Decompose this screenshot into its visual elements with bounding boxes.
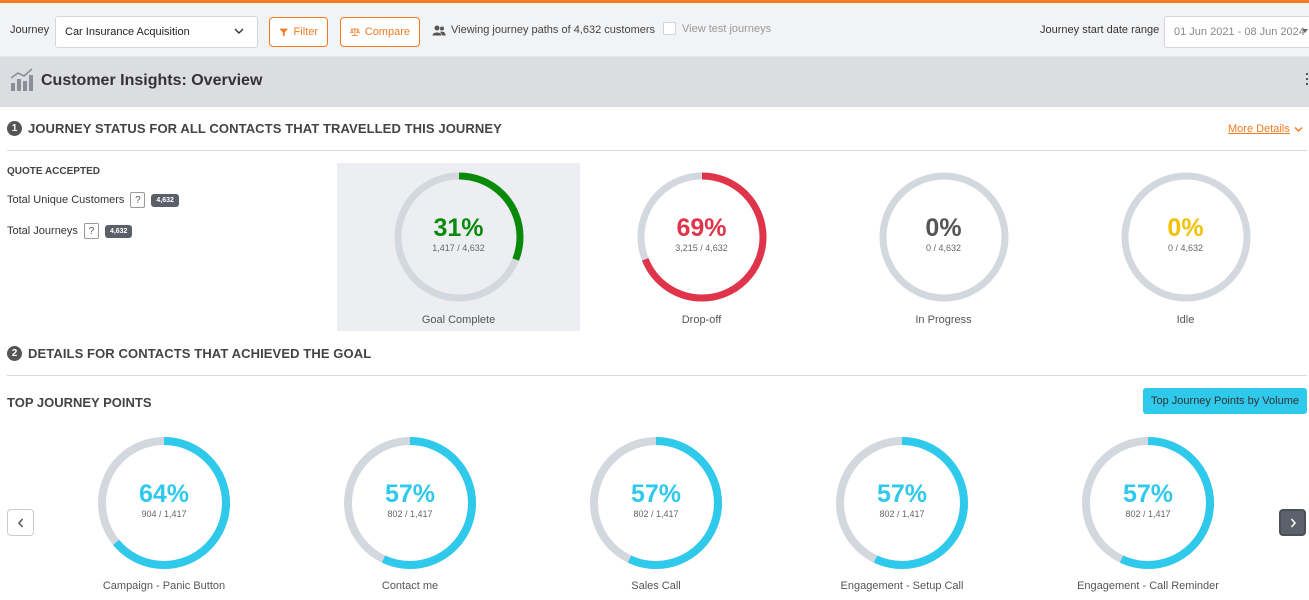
stat-label: Total Unique Customers — [7, 194, 125, 206]
top-journey-points-title: TOP JOURNEY POINTS — [7, 395, 152, 410]
status-ring — [394, 172, 523, 302]
status-ring — [1121, 172, 1250, 302]
count-badge: 4,632 — [151, 193, 179, 207]
filter-button[interactable]: Filter — [269, 17, 328, 47]
page-header: Customer Insights: Overview — [0, 57, 1309, 107]
section-journey-status-header: 1 JOURNEY STATUS FOR ALL CONTACTS THAT T… — [7, 121, 502, 136]
section-goal-details-header: 2 DETAILS FOR CONTACTS THAT ACHIEVED THE… — [7, 346, 371, 361]
compare-button[interactable]: Compare — [340, 17, 420, 47]
status-card-goal-complete[interactable] — [337, 163, 580, 331]
journey-point-label: Sales Call — [631, 580, 681, 592]
status-label: Drop-off — [681, 314, 722, 326]
ring-progress-arc — [637, 172, 766, 302]
help-icon[interactable]: ? — [130, 192, 146, 208]
scale-icon — [350, 28, 360, 36]
journey-point-percent: 57% — [630, 480, 682, 508]
view-test-journeys-toggle[interactable]: View test journeys — [663, 22, 771, 35]
status-label: Goal Complete — [421, 314, 496, 326]
journey-point-percent: 64% — [138, 480, 190, 508]
section-divider — [7, 150, 1307, 151]
section-title: JOURNEY STATUS FOR ALL CONTACTS THAT TRA… — [28, 121, 502, 136]
journey-point-percent: 57% — [876, 480, 928, 508]
journey-point-count: 904 / 1,417 — [141, 509, 187, 519]
help-icon[interactable]: ? — [83, 223, 99, 239]
section-number-badge: 2 — [7, 346, 22, 361]
status-label: Idle — [1176, 314, 1195, 326]
status-ring — [879, 172, 1008, 302]
top-accent-line — [0, 0, 1309, 3]
bar-chart-icon — [10, 68, 33, 91]
ring-progress-arc — [836, 437, 968, 569]
more-options-icon[interactable] — [1306, 73, 1309, 89]
journey-point-count: 802 / 1,417 — [387, 509, 433, 519]
status-count: 3,215 / 4,632 — [675, 243, 728, 253]
users-icon — [432, 25, 446, 35]
status-label: In Progress — [915, 314, 972, 326]
stat-total-journeys: Total Journeys ? 4,632 — [7, 223, 133, 239]
chevron-right-icon — [1290, 518, 1296, 527]
caret-down-icon[interactable] — [1302, 29, 1308, 33]
carousel-prev-button[interactable] — [7, 509, 34, 536]
journey-point-label: Contact me — [381, 580, 439, 592]
status-count: 1,417 / 4,632 — [432, 243, 485, 253]
test-journeys-label: View test journeys — [682, 22, 772, 35]
ring-track — [879, 172, 1008, 302]
date-range-value: 01 Jun 2021 - 08 Jun 2024 — [1174, 26, 1305, 38]
more-details-link[interactable]: More Details — [1228, 123, 1303, 135]
journey-select-value: Car Insurance Acquisition — [65, 26, 190, 38]
status-ring — [637, 172, 766, 302]
carousel-next-button[interactable] — [1279, 509, 1306, 536]
journey-point-percent: 57% — [384, 480, 436, 508]
ring-progress-arc — [344, 437, 476, 569]
ring-progress-arc — [98, 437, 230, 569]
ring-track — [1121, 172, 1250, 302]
date-range-label: Journey start date range — [1040, 24, 1160, 36]
stat-label: Total Journeys — [7, 225, 78, 237]
compare-label: Compare — [364, 26, 410, 38]
date-range-input[interactable]: 01 Jun 2021 - 08 Jun 2024 — [1164, 16, 1309, 48]
stat-total-unique-customers: Total Unique Customers ? 4,632 — [7, 192, 179, 208]
filter-label: Filter — [293, 26, 318, 38]
goal-name: QUOTE ACCEPTED — [7, 166, 100, 177]
section-title: DETAILS FOR CONTACTS THAT ACHIEVED THE G… — [28, 346, 372, 361]
test-journeys-checkbox[interactable] — [663, 22, 676, 35]
ring-progress-arc — [590, 437, 722, 569]
filter-icon — [279, 28, 289, 36]
top-journey-points-by-volume-button[interactable]: Top Journey Points by Volume — [1143, 388, 1307, 414]
journey-point-count: 802 / 1,417 — [1125, 509, 1171, 519]
status-count: 0 / 4,632 — [1167, 243, 1204, 253]
ring-progress-arc — [394, 172, 523, 302]
journey-point-ring — [590, 437, 722, 569]
more-details-label: More Details — [1228, 123, 1290, 135]
journey-select[interactable]: Car Insurance Acquisition — [55, 16, 258, 48]
journey-point-count: 802 / 1,417 — [879, 509, 925, 519]
journey-point-label: Engagement - Setup Call — [840, 580, 964, 592]
journey-point-percent: 57% — [1122, 480, 1174, 508]
journey-point-label: Campaign - Panic Button — [102, 580, 226, 592]
journey-label: Journey — [10, 24, 50, 36]
journey-point-ring — [98, 437, 230, 569]
chevron-down-icon — [1294, 126, 1303, 132]
toolbar: Journey Car Insurance Acquisition Filter… — [0, 3, 1309, 57]
status-percent: 0% — [1167, 214, 1204, 242]
chevron-left-icon — [17, 518, 23, 527]
journey-point-ring — [1082, 437, 1214, 569]
status-percent: 69% — [676, 214, 727, 242]
ring-progress-arc — [1082, 437, 1214, 569]
section-divider — [7, 375, 1307, 376]
viewing-text: Viewing journey paths of 4,632 customers — [451, 24, 656, 36]
viewing-customers-info: Viewing journey paths of 4,632 customers — [432, 24, 655, 36]
status-count: 0 / 4,632 — [925, 243, 962, 253]
journey-point-label: Engagement - Call Reminder — [1077, 580, 1219, 592]
journey-point-ring — [344, 437, 476, 569]
status-percent: 31% — [433, 214, 484, 242]
page-title: Customer Insights: Overview — [41, 72, 263, 89]
status-percent: 0% — [925, 214, 962, 242]
section-number-badge: 1 — [7, 121, 22, 136]
count-badge: 4,632 — [104, 224, 133, 238]
journey-point-ring — [836, 437, 968, 569]
chevron-down-icon — [234, 28, 244, 34]
journey-point-count: 802 / 1,417 — [633, 509, 679, 519]
